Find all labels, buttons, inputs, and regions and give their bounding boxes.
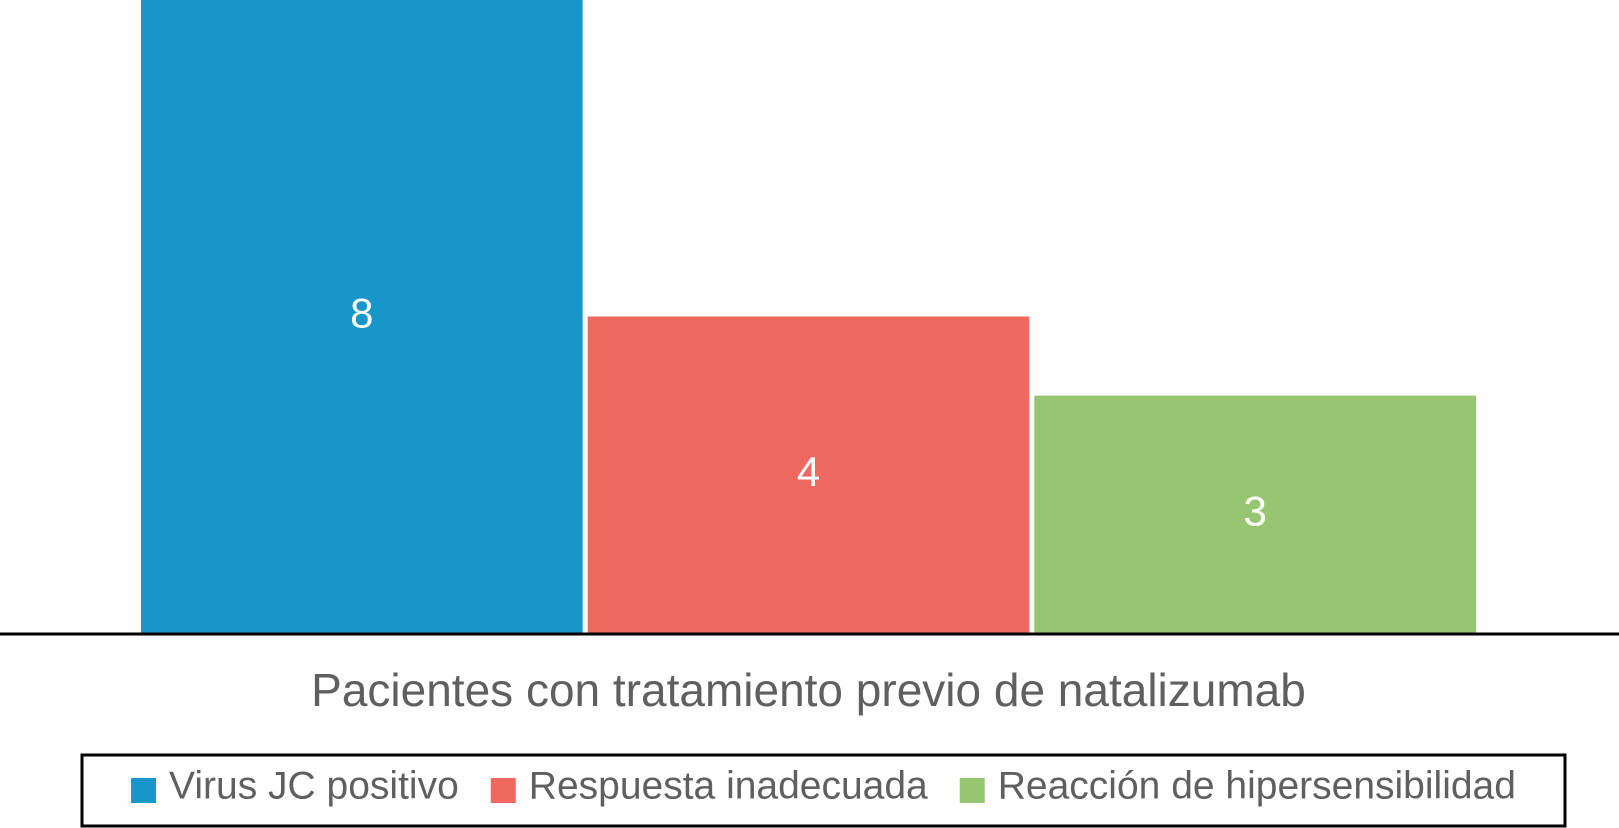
data-label: 3 [1243, 487, 1266, 534]
bar [587, 316, 1030, 633]
legend-swatch [131, 778, 157, 803]
bar [1034, 395, 1476, 633]
data-label: 8 [350, 290, 373, 337]
legend-label: Respuesta inadecuada [529, 764, 928, 807]
legend-swatch [490, 778, 516, 803]
bar [141, 0, 583, 633]
data-label: 4 [797, 448, 820, 495]
legend-swatch [959, 778, 985, 803]
x-tick-label: Pacientes con tratamiento previo de nata… [311, 664, 1306, 716]
legend-label: Reacción de hipersensibilidad [998, 764, 1516, 807]
legend-label: Virus JC positivo [169, 764, 459, 807]
legend-box [80, 753, 1567, 828]
